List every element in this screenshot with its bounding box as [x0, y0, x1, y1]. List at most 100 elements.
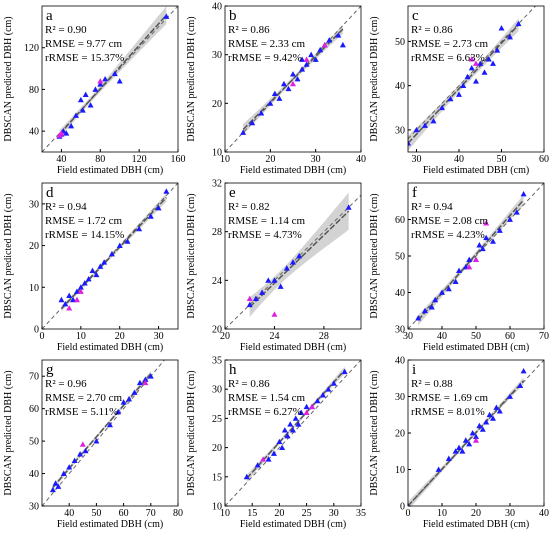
point: [147, 373, 154, 379]
point: [290, 259, 296, 265]
y-tick-label: 20: [212, 443, 222, 454]
point: [73, 112, 79, 118]
x-tick-label: 30: [412, 154, 422, 165]
point: [476, 422, 483, 429]
y-tick-label: 24: [212, 276, 222, 287]
x-tick-label: 10: [220, 154, 230, 165]
stat-text: R² = 0.88: [411, 378, 453, 390]
point: [243, 473, 250, 480]
y-tick-label: 32: [212, 179, 222, 190]
point: [79, 441, 86, 447]
point: [473, 78, 479, 84]
point: [483, 234, 490, 241]
panel: 0 10 20 30 0 10 20 30 dR² = 0.94 RMSE = 1.72 cm rR…: [3, 182, 179, 353]
point: [249, 119, 256, 126]
point: [483, 220, 490, 226]
point: [131, 389, 138, 395]
point: [473, 256, 479, 263]
axes-frame: [224, 359, 362, 507]
panel-letter: d: [46, 185, 54, 201]
y-tick-label: 20: [212, 325, 222, 336]
y-tick-label: 60: [29, 404, 39, 415]
one-to-one-line: [42, 360, 165, 506]
y-tick-label: 80: [29, 85, 39, 96]
point: [445, 455, 452, 461]
x-tick-label: 20: [220, 331, 230, 342]
stat-text: RMSE = 2.08 cm: [411, 215, 489, 227]
y-tick-label: 60: [395, 215, 405, 226]
point: [97, 78, 104, 84]
point: [124, 238, 131, 244]
point: [87, 102, 94, 108]
x-tick-label: 0: [406, 508, 411, 519]
point: [452, 278, 459, 284]
axes-frame: [41, 5, 179, 153]
x-tick-label: 60: [505, 331, 515, 342]
panel: 40 80 120 160 40 80 120 aR² = 0.90 RMSE = 9.77 c…: [3, 5, 186, 176]
x-tick-label: 30: [154, 331, 164, 342]
point: [49, 486, 56, 493]
point: [439, 104, 445, 111]
plot-area: [408, 183, 544, 329]
point: [147, 213, 154, 219]
y-tick-label: 40: [395, 356, 405, 367]
stat-text: R² = 0.82: [228, 201, 270, 213]
y-tick-label: 30: [395, 125, 405, 136]
point: [303, 61, 310, 67]
plot-area: [225, 6, 361, 152]
y-tick-label: 0: [34, 325, 39, 336]
y-tick-label: 10: [29, 283, 39, 294]
x-tick-label: 160: [171, 154, 186, 165]
point: [77, 451, 84, 457]
x-tick-label: 20: [274, 508, 284, 519]
fit-line: [249, 210, 350, 308]
point: [456, 267, 462, 273]
point: [276, 438, 283, 445]
point: [283, 265, 290, 271]
point: [445, 285, 452, 292]
panel-letter: a: [46, 8, 53, 24]
point: [479, 426, 486, 432]
stat-text: RMSE = 2.70 cm: [45, 392, 123, 404]
x-tick-label: 80: [95, 154, 105, 165]
point: [432, 296, 439, 303]
point: [517, 382, 524, 388]
point: [93, 271, 100, 278]
y-axis-label: DBSCAN predicted DBH (cm): [369, 16, 380, 141]
point: [466, 256, 473, 263]
one-to-one-line: [225, 360, 361, 506]
y-tick-label: 30: [395, 325, 405, 336]
point: [330, 380, 337, 386]
point: [481, 69, 488, 75]
point: [507, 216, 513, 222]
point: [317, 46, 324, 53]
point: [479, 245, 486, 252]
point: [66, 305, 73, 311]
y-tick-label: 10: [212, 148, 222, 159]
x-axis-label: Field estimated DBH (cm): [57, 165, 163, 176]
one-to-one-line: [408, 6, 536, 140]
point: [473, 437, 479, 443]
point: [460, 82, 467, 89]
point: [485, 56, 492, 62]
x-tick-label: 30: [403, 331, 413, 342]
point: [335, 32, 342, 38]
y-tick-label: 50: [29, 437, 39, 448]
point: [439, 289, 445, 295]
point: [456, 91, 462, 97]
point: [464, 73, 471, 80]
plot-area: [408, 6, 536, 151]
x-tick-label: 40: [64, 508, 74, 519]
x-axis-label: Field estimated DBH (cm): [423, 165, 529, 176]
x-tick-label: 0: [40, 331, 45, 342]
stat-text: rRMSE = 6.27%: [228, 406, 302, 418]
confidence-band: [59, 6, 167, 139]
point: [430, 118, 437, 124]
y-tick-label: 20: [29, 241, 39, 252]
stat-text: rRMSE = 5.11%: [45, 406, 118, 418]
point: [295, 421, 302, 427]
point: [246, 295, 253, 301]
y-tick-label: 30: [212, 385, 222, 396]
y-tick-label: 30: [29, 502, 39, 513]
panel: 10 20 30 40 10 20 30 40 bR² = 0.86 RMSE = 2.33 cm…: [186, 2, 366, 177]
